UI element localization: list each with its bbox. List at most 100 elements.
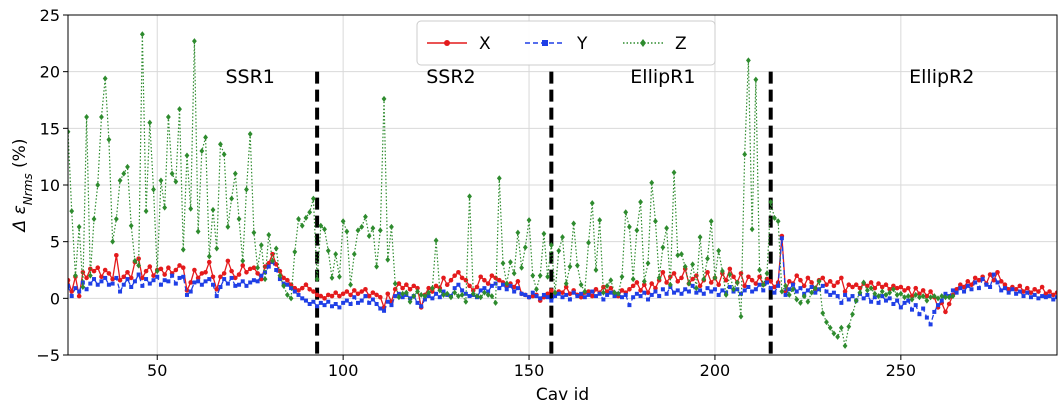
data-point-Y bbox=[924, 315, 929, 320]
data-point-X bbox=[206, 259, 212, 265]
data-point-Y bbox=[162, 278, 167, 283]
data-point-Z bbox=[337, 273, 342, 280]
data-point-Y bbox=[114, 275, 119, 280]
data-point-X bbox=[102, 267, 108, 273]
data-point-X bbox=[787, 279, 792, 284]
y-tick-label: 15 bbox=[40, 119, 60, 138]
data-point-Y bbox=[1002, 286, 1007, 291]
data-point-Z bbox=[128, 222, 134, 229]
data-point-X bbox=[645, 290, 651, 295]
data-point-X bbox=[281, 275, 286, 281]
data-point-Z bbox=[809, 289, 815, 296]
data-point-Y bbox=[237, 282, 242, 287]
data-point-Y bbox=[523, 292, 528, 297]
data-point-Y bbox=[192, 280, 197, 285]
data-point-X bbox=[400, 285, 405, 291]
data-point-Z bbox=[195, 228, 201, 235]
data-point-Z bbox=[455, 293, 461, 300]
data-point-Z bbox=[686, 280, 692, 287]
data-point-Y bbox=[519, 291, 524, 296]
data-point-Z bbox=[634, 227, 640, 234]
data-point-Y bbox=[750, 289, 755, 294]
data-point-Y bbox=[664, 291, 669, 296]
data-point-Z bbox=[489, 293, 495, 300]
data-point-X bbox=[708, 280, 714, 285]
data-point-Y bbox=[68, 283, 70, 288]
data-point-X bbox=[738, 271, 744, 276]
data-point-X bbox=[448, 277, 454, 283]
data-point-Y bbox=[958, 286, 963, 291]
data-point-Y bbox=[646, 297, 651, 302]
data-point-X bbox=[299, 285, 305, 291]
data-point-X bbox=[296, 288, 301, 293]
data-point-X bbox=[247, 266, 253, 272]
data-point-Z bbox=[883, 291, 889, 298]
axes: 50 100 150 200 250 −5 0 5 10 15 20 25 bbox=[36, 6, 1058, 380]
data-point-Y bbox=[757, 282, 762, 287]
data-point-Y bbox=[233, 283, 238, 288]
data-point-Y bbox=[549, 298, 554, 303]
data-point-Y bbox=[177, 275, 182, 280]
data-point-Y bbox=[121, 282, 126, 287]
data-point-X bbox=[969, 282, 974, 288]
data-point-Z bbox=[812, 285, 818, 292]
data-point-Y bbox=[783, 292, 788, 297]
data-point-Y bbox=[876, 300, 881, 305]
data-point-Y bbox=[307, 302, 312, 306]
data-point-X bbox=[883, 282, 889, 288]
legend: X Y Z bbox=[416, 20, 716, 66]
data-point-Y bbox=[497, 286, 502, 291]
data-point-Z bbox=[244, 186, 249, 193]
data-point-Z bbox=[229, 195, 234, 202]
data-point-Z bbox=[273, 245, 279, 252]
data-point-Y bbox=[248, 280, 253, 285]
data-point-X bbox=[340, 291, 346, 297]
data-point-Z bbox=[552, 289, 558, 296]
data-point-Z bbox=[307, 209, 313, 216]
data-point-Y bbox=[538, 296, 543, 301]
data-point-Z bbox=[467, 193, 472, 200]
data-point-Z bbox=[716, 247, 722, 254]
data-point-Y bbox=[456, 282, 461, 287]
data-point-Z bbox=[292, 248, 298, 255]
data-point-X bbox=[746, 274, 751, 280]
data-point-Z bbox=[794, 296, 800, 303]
data-point-Y bbox=[181, 274, 186, 279]
data-point-X bbox=[1017, 283, 1023, 289]
data-point-Z bbox=[920, 293, 926, 300]
data-point-Y bbox=[969, 287, 974, 292]
data-point-Y bbox=[619, 295, 624, 300]
data-point-X bbox=[329, 293, 335, 299]
data-point-X bbox=[325, 292, 331, 298]
data-point-Z bbox=[563, 280, 569, 287]
legend-marker-X bbox=[444, 40, 450, 46]
data-point-Y bbox=[255, 279, 260, 284]
data-point-Y bbox=[679, 291, 684, 296]
data-point-Y bbox=[865, 292, 870, 297]
data-point-Z bbox=[879, 288, 885, 295]
data-point-Y bbox=[88, 281, 93, 286]
data-point-Y bbox=[73, 286, 78, 291]
data-point-Y bbox=[772, 290, 777, 295]
data-point-X bbox=[634, 280, 640, 285]
data-point-X bbox=[560, 290, 565, 295]
data-point-Z bbox=[188, 205, 194, 212]
data-point-X bbox=[839, 275, 844, 281]
data-point-X bbox=[1050, 292, 1056, 298]
data-point-X bbox=[348, 292, 353, 298]
data-point-Z bbox=[173, 178, 179, 185]
data-point-Z bbox=[593, 267, 599, 273]
data-point-Z bbox=[664, 225, 670, 232]
data-point-Y bbox=[144, 277, 149, 282]
data-point-Z bbox=[441, 291, 446, 298]
data-point-X bbox=[180, 265, 186, 271]
data-point-Y bbox=[341, 300, 346, 305]
data-point-Z bbox=[500, 260, 506, 267]
x-tick-label: 150 bbox=[514, 361, 545, 380]
data-point-Y bbox=[344, 298, 349, 303]
data-point-Z bbox=[277, 272, 283, 279]
data-point-Z bbox=[418, 291, 424, 298]
data-point-Z bbox=[831, 330, 837, 337]
data-point-Y bbox=[672, 290, 677, 295]
data-point-X bbox=[649, 281, 655, 286]
